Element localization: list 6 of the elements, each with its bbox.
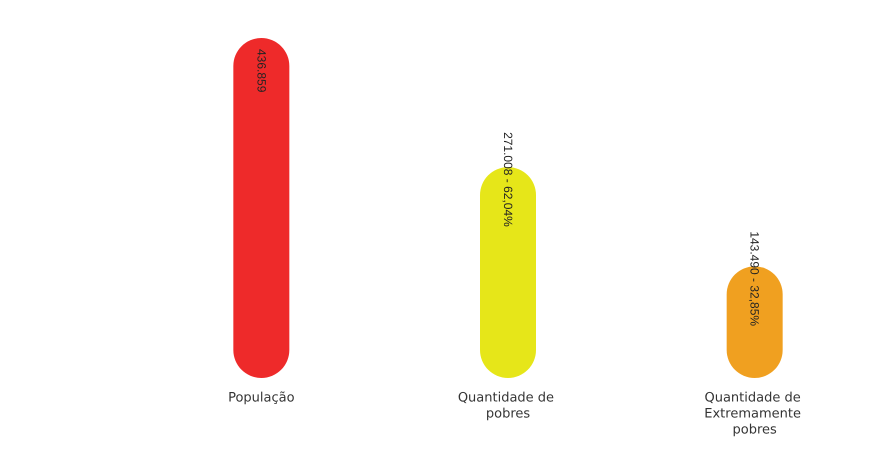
data-label: 271.008 - 62,04% bbox=[501, 132, 515, 228]
data-label: 143.490 - 32,85% bbox=[748, 231, 762, 326]
x-tick-label: População bbox=[228, 390, 295, 406]
x-tick-label: Quantidade de pobres bbox=[458, 390, 558, 422]
data-label: 436.859 bbox=[254, 49, 268, 93]
x-tick-label: Quantidade de Extremamente pobres bbox=[704, 390, 806, 438]
